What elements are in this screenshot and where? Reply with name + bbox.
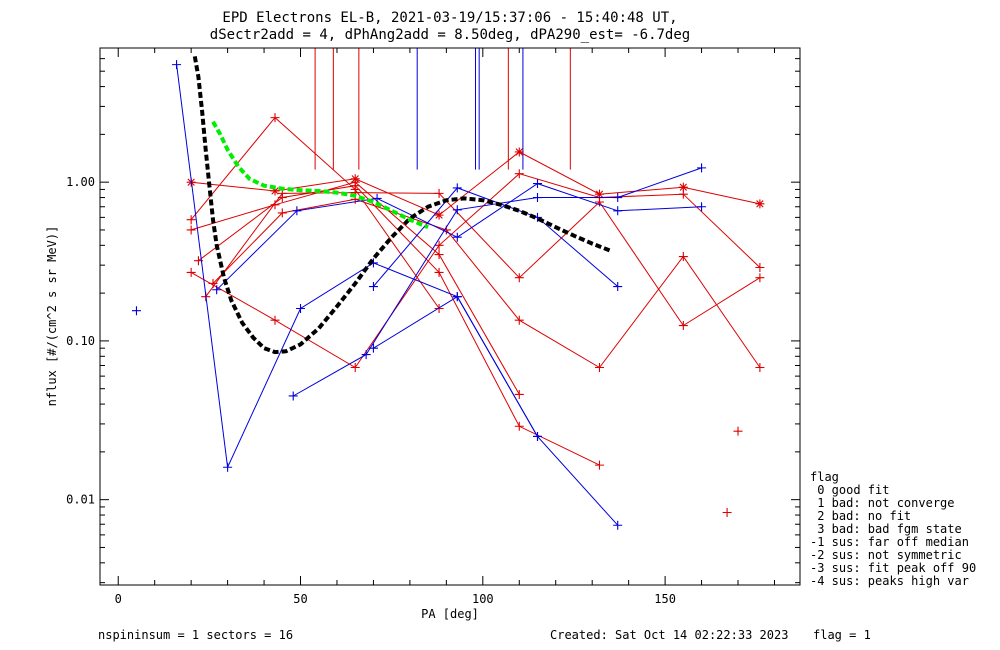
red-series-2-point-3 (434, 250, 444, 260)
red-series-4-point-3 (434, 267, 444, 277)
x-tick-label-1: 50 (293, 592, 307, 606)
y-axis-label: nflux [#/(cm^2 s sr MeV)] (45, 226, 59, 407)
red-series-3-point-6 (678, 189, 688, 199)
blue-series-5-point-0 (368, 343, 378, 353)
flag-legend: flag 0 good fit 1 bad: not converge 2 ba… (810, 470, 976, 588)
red-series-6-point-7 (755, 362, 765, 372)
blue-series-4-point-3 (613, 282, 623, 292)
blue-series-1-point-2 (296, 304, 306, 314)
legend-line-3: 2 bad: no fit (810, 509, 911, 523)
blue-series-1-point-1 (223, 462, 233, 472)
red-series-3-point-1 (270, 315, 280, 325)
blue-series-3-point-4 (533, 179, 542, 189)
blue-series-2-point-0 (288, 391, 298, 401)
red-series-0-point-7 (755, 199, 765, 209)
footer-left: nspininsum = 1 sectors = 16 (98, 628, 293, 642)
red-series-line-3 (190, 173, 761, 369)
legend-line-2: 1 bad: not converge (810, 496, 955, 510)
blue-series-2-point-4 (613, 193, 623, 203)
red-series-3-point-2 (350, 362, 360, 372)
red-series-line-6 (212, 198, 761, 369)
blue-series-2-point-5 (697, 163, 707, 173)
green-fit-curve (211, 120, 429, 230)
blue-series-3-point-0 (212, 285, 222, 295)
red-series-1-point-3 (434, 304, 444, 314)
red-series-1-point-1 (270, 113, 280, 123)
x-axis-label: PA [deg] (421, 607, 479, 621)
blue-series-2-point-3 (533, 193, 542, 203)
red-series-5-point-4 (514, 273, 524, 283)
blue-series-1-point-0 (172, 60, 182, 70)
y-axis: 0.01 0.10 1.00 (66, 47, 800, 584)
blue-series-line-5 (373, 296, 538, 437)
blue-series-0-point-0 (131, 306, 141, 316)
blue-series-5-point-1 (452, 292, 462, 302)
red-series-6-point-0 (208, 278, 218, 288)
red-series-0-point-6 (678, 182, 688, 192)
y-tick-label-0: 0.01 (66, 493, 95, 507)
red-series-4-point-4 (514, 421, 524, 431)
red-series-line-5 (205, 192, 761, 327)
x-tick-label-2: 100 (472, 592, 494, 606)
red-series-3-point-3 (434, 240, 444, 250)
red-series-5-point-3 (434, 188, 444, 198)
legend-line-7: -3 sus: fit peak off 90 (810, 561, 976, 575)
blue-series-3-point-3 (452, 232, 462, 242)
red-series-line-1 (190, 116, 440, 309)
fit-curves (192, 56, 612, 355)
red-series-7-point-0 (733, 426, 743, 436)
blue-series-3-point-5 (613, 206, 623, 216)
chart-title-line-2: dSectr2add = 4, dPhAng2add = 8.50deg, dP… (210, 27, 690, 43)
blue-series-2-point-2 (452, 205, 462, 215)
plot-frame (99, 47, 801, 586)
red-series-8-point-0 (722, 508, 732, 518)
blue-series-4-point-1 (452, 183, 462, 193)
red-series-3-point-4 (514, 169, 524, 179)
y-tick-label-1: 0.10 (66, 334, 95, 348)
blue-series-3-point-6 (697, 202, 707, 212)
blue-series-line-1 (176, 64, 619, 526)
red-series-0-point-4 (514, 147, 524, 157)
vertical-markers (314, 48, 571, 170)
chart-title-line-1: EPD Electrons EL-B, 2021-03-19/15:37:06 … (222, 10, 677, 26)
red-series-4-point-5 (594, 460, 604, 470)
blue-series-3-point-1 (292, 206, 302, 216)
red-series-6-point-4 (514, 315, 524, 325)
red-series-2-point-4 (514, 389, 524, 399)
blue-series-1-point-6 (613, 520, 623, 530)
legend-line-0: flag (810, 470, 839, 484)
red-series-6-point-1 (277, 208, 287, 218)
black-fit-curve (192, 56, 612, 355)
x-axis: 0 50 100 150 (115, 48, 775, 606)
legend-line-1: 0 good fit (810, 483, 889, 497)
red-series-2-point-0 (186, 225, 196, 235)
legend-line-6: -2 sus: not symmetric (810, 548, 962, 562)
x-tick-label-3: 150 (654, 592, 676, 606)
footer-created: Created: Sat Oct 14 02:22:33 2023 (550, 628, 788, 642)
red-series-3-point-7 (755, 263, 765, 273)
blue-series-3-point-2 (372, 193, 382, 203)
blue-series-4-point-0 (368, 282, 378, 292)
footer-flag: flag = 1 (813, 628, 871, 642)
red-series-5-point-6 (678, 321, 688, 331)
legend-line-5: -1 sus: far off median (810, 535, 969, 549)
y-tick-label-2: 1.00 (66, 175, 95, 189)
red-series-6-point-6 (678, 252, 688, 262)
red-series-line-2 (190, 181, 520, 395)
red-series-3-point-0 (186, 267, 196, 277)
red-series-6-point-5 (594, 362, 604, 372)
red-series-1-point-0 (186, 215, 196, 225)
x-tick-label-0: 0 (115, 592, 122, 606)
legend-line-8: -4 sus: peaks high var (810, 574, 969, 588)
data-series (131, 60, 765, 530)
red-series-0-point-3 (434, 210, 444, 220)
legend-line-4: 3 bad: bad fgm state (810, 522, 962, 536)
red-series-5-point-7 (755, 273, 765, 283)
blue-series-5-point-2 (533, 431, 542, 441)
blue-series-2-point-1 (361, 350, 371, 360)
red-series-0-point-1 (270, 186, 280, 196)
